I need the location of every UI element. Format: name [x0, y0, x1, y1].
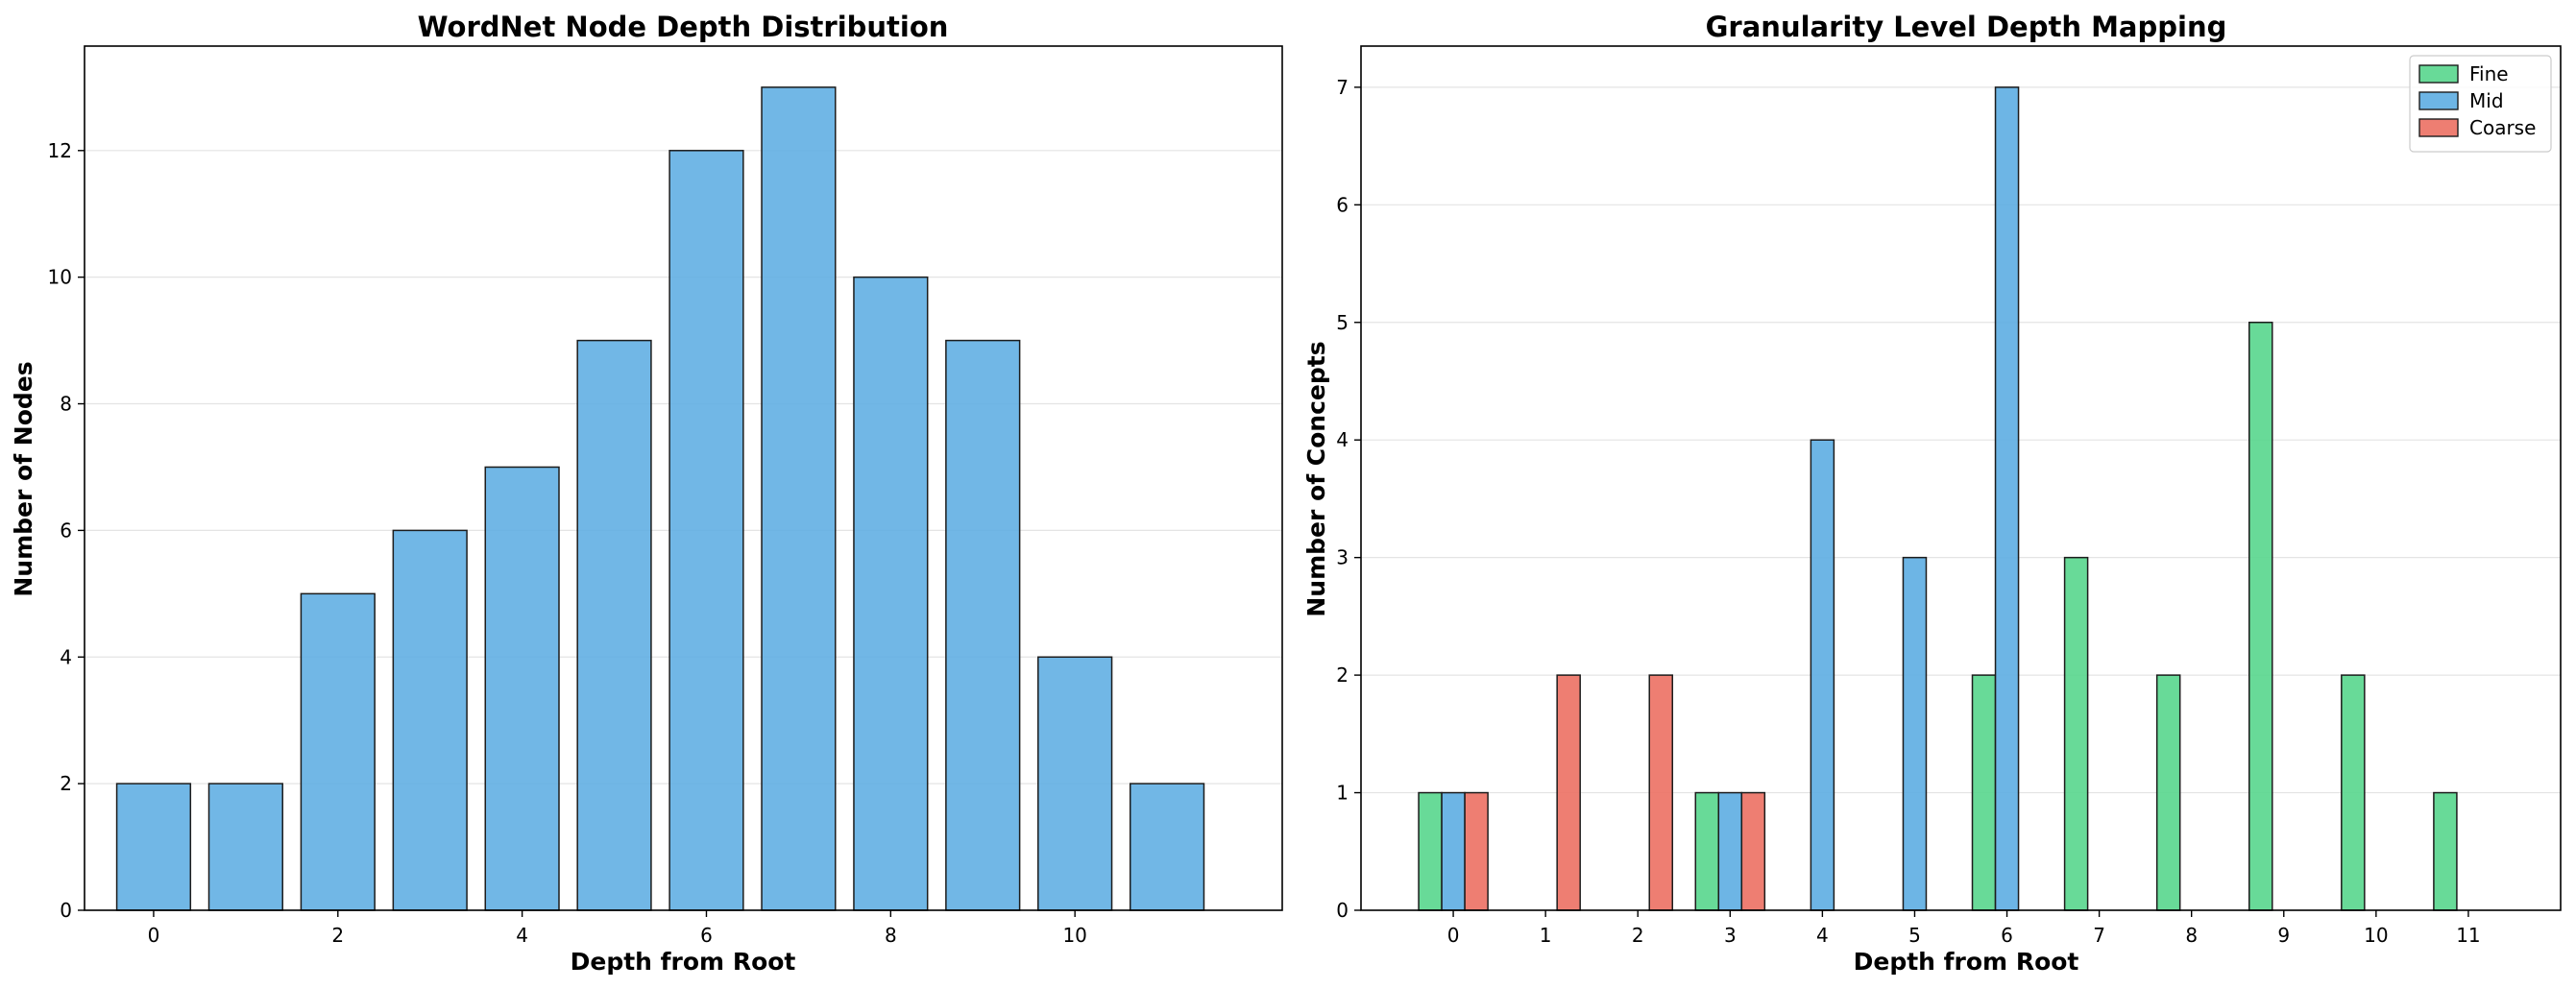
plot-frame	[84, 45, 1283, 911]
bar-coarse	[1556, 674, 1581, 911]
bar	[300, 592, 376, 911]
x-tick-label: 4	[516, 924, 528, 947]
legend-swatch	[2418, 64, 2459, 84]
y-axis-label: Number of Nodes	[10, 361, 37, 596]
bar-mid	[1994, 86, 2020, 911]
bar-fine	[2248, 322, 2273, 911]
bar	[392, 529, 468, 911]
y-tick-label: 1	[1336, 782, 1349, 805]
granularity-mapping-chart: Granularity Level Depth Mapping Depth fr…	[1302, 11, 2562, 976]
x-tick-label: 11	[2456, 924, 2480, 947]
plot-frame	[1360, 45, 2562, 911]
x-tick-label: 4	[1816, 924, 1829, 947]
y-tick-label: 6	[1336, 193, 1349, 216]
bar	[207, 783, 283, 911]
ticks: 0 1 2 3 4 5 6 7 0 1 2 3 4 5 6 7 8 9 10 11	[1336, 76, 2480, 947]
x-axis-label: Depth from Root	[1854, 948, 2079, 976]
legend-entries: Fine Mid Coarse	[2418, 62, 2536, 139]
legend-label: Fine	[2469, 62, 2509, 85]
bar	[945, 339, 1021, 911]
y-tick-label: 10	[48, 266, 72, 289]
y-tick-label: 12	[48, 139, 72, 162]
x-tick-label: 0	[148, 924, 160, 947]
y-tick-label: 8	[60, 393, 72, 416]
y-tick-label: 5	[1336, 311, 1349, 334]
bar-fine	[2155, 674, 2181, 911]
y-tick-label: 4	[60, 645, 72, 668]
bar	[115, 783, 192, 911]
legend: Fine Mid Coarse	[2409, 55, 2552, 153]
bar	[761, 86, 837, 911]
chart-title: WordNet Node Depth Distribution	[418, 11, 949, 43]
x-tick-label: 7	[2093, 924, 2105, 947]
bar-mid	[1441, 791, 1466, 911]
x-tick-label: 9	[2277, 924, 2290, 947]
bar	[1129, 783, 1205, 911]
legend-swatch	[2418, 91, 2459, 110]
x-tick-label: 2	[1632, 924, 1644, 947]
bar	[484, 466, 560, 911]
bar-fine	[2063, 556, 2089, 911]
y-tick-label: 4	[1336, 428, 1349, 451]
y-tick-label: 0	[60, 899, 72, 922]
bar-coarse	[1648, 674, 1674, 911]
bars	[115, 86, 1205, 911]
legend-swatch	[2418, 118, 2459, 137]
bar-mid	[1717, 791, 1743, 911]
ticks: 0 2 4 6 8 10 12 0 2 4 6 8 10	[48, 139, 1087, 947]
x-tick-label: 6	[2001, 924, 2013, 947]
depth-distribution-chart: WordNet Node Depth Distribution Depth fr…	[10, 11, 1283, 976]
x-tick-label: 5	[1908, 924, 1921, 947]
y-tick-label: 2	[1336, 663, 1349, 687]
bar	[853, 276, 929, 911]
bar-coarse	[1740, 791, 1766, 911]
bar-fine	[1971, 674, 1997, 911]
x-tick-label: 8	[885, 924, 897, 947]
x-axis-label: Depth from Root	[571, 948, 796, 976]
bar	[1037, 656, 1113, 911]
x-tick-label: 10	[2364, 924, 2388, 947]
bar-fine	[2341, 674, 2366, 911]
bar	[668, 150, 744, 911]
x-tick-label: 6	[700, 924, 713, 947]
chart-title: Granularity Level Depth Mapping	[1706, 11, 2227, 43]
bar-fine	[1418, 791, 1443, 911]
x-tick-label: 8	[2185, 924, 2198, 947]
bar	[576, 339, 652, 911]
x-tick-label: 2	[331, 924, 344, 947]
legend-label: Coarse	[2469, 116, 2536, 139]
x-tick-label: 0	[1447, 924, 1460, 947]
bar-fine	[2433, 791, 2458, 911]
y-axis-label: Number of Concepts	[1302, 341, 1330, 616]
bar-mid	[1902, 556, 1928, 911]
bar-mid	[1810, 439, 1835, 911]
y-tick-label: 2	[60, 772, 72, 795]
x-tick-label: 1	[1540, 924, 1552, 947]
y-tick-label: 7	[1336, 76, 1349, 99]
legend-label: Mid	[2469, 89, 2504, 112]
x-tick-label: 10	[1062, 924, 1086, 947]
bar-fine	[1694, 791, 1720, 911]
y-tick-label: 6	[60, 519, 72, 542]
x-tick-label: 3	[1724, 924, 1737, 947]
bar-coarse	[1464, 791, 1489, 911]
y-tick-label: 0	[1336, 899, 1349, 922]
y-tick-label: 3	[1336, 546, 1349, 569]
